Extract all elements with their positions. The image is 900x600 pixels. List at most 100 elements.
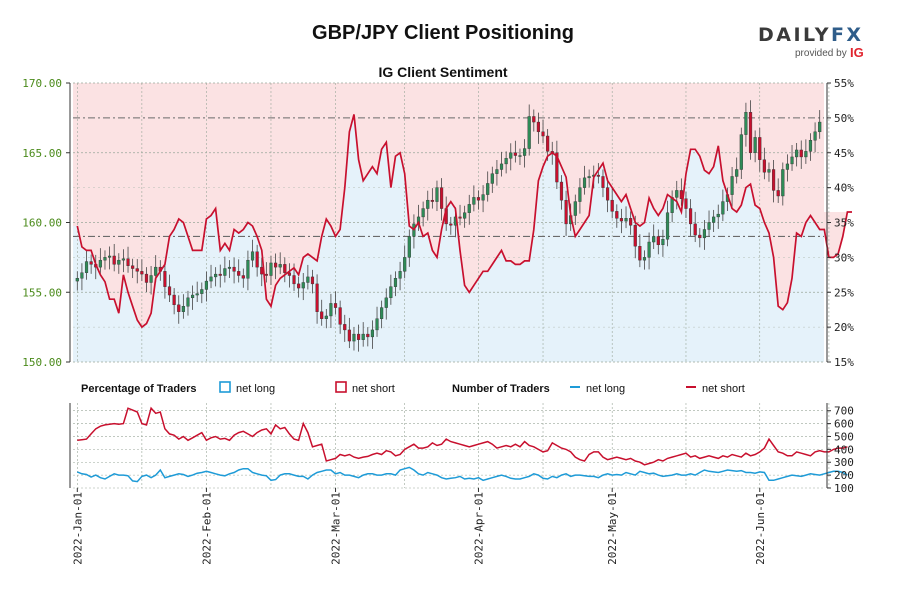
legend-pct-short-label: net short — [352, 383, 395, 395]
candle-body — [98, 259, 102, 268]
candle-body — [324, 315, 328, 319]
candle-body — [476, 197, 481, 201]
candle — [181, 294, 185, 319]
candle — [301, 272, 305, 301]
net-short-pct-line — [76, 114, 852, 329]
right-tick-label: 30% — [834, 251, 854, 264]
candle-body — [223, 268, 227, 276]
candle-body — [652, 236, 656, 243]
candle — [167, 274, 172, 303]
candle-body — [490, 173, 494, 184]
candle-body — [495, 169, 499, 174]
candle — [149, 266, 153, 295]
candle-body — [200, 289, 204, 294]
legend-percentage-heading: Percentage of Traders — [81, 383, 197, 395]
sub-right-tick-label: 700 — [834, 405, 854, 418]
candle — [702, 219, 706, 250]
candle — [269, 255, 273, 285]
candle-body — [499, 163, 504, 170]
candle-body — [633, 225, 637, 247]
candle-body — [204, 280, 209, 290]
candle — [407, 229, 411, 267]
candle — [352, 327, 356, 351]
candle-body — [186, 297, 190, 307]
candle — [324, 308, 328, 329]
candle — [652, 224, 656, 250]
candle — [610, 188, 614, 219]
candle — [370, 320, 374, 349]
candle — [398, 261, 402, 291]
left-tick-label: 165.00 — [22, 147, 62, 160]
net-short-zone — [73, 83, 852, 328]
candle-body — [190, 294, 195, 299]
right-tick-label: 35% — [834, 217, 854, 230]
candle — [767, 162, 771, 182]
candle — [739, 127, 743, 179]
candle — [698, 228, 702, 248]
candle — [75, 271, 79, 291]
candle-body — [287, 272, 291, 276]
chart-subtitle: IG Client Sentiment — [378, 64, 508, 80]
candle-body — [523, 148, 527, 156]
legend-pct-short-swatch — [335, 381, 347, 393]
candle-body — [712, 216, 716, 223]
candle-body — [306, 276, 310, 283]
candle-body — [624, 218, 628, 222]
candle — [361, 322, 365, 347]
candle — [287, 263, 291, 288]
candle — [813, 122, 817, 153]
candle-body — [642, 257, 647, 261]
candle — [297, 276, 301, 298]
candle-body — [795, 149, 799, 158]
brand-provided-by: provided by — [795, 48, 847, 59]
candle — [172, 288, 176, 315]
candle-body — [75, 278, 79, 282]
candle — [536, 112, 540, 144]
candle — [596, 163, 600, 184]
candle-body — [357, 333, 361, 340]
candle-body — [347, 329, 351, 342]
candle — [656, 229, 660, 255]
candle-body — [449, 223, 453, 226]
candle-body — [684, 198, 688, 209]
candle-body — [813, 131, 817, 141]
left-tick-label: 155.00 — [22, 286, 62, 299]
candle — [435, 180, 439, 212]
candle-body — [421, 208, 425, 218]
sub-grid — [73, 403, 830, 489]
candle — [541, 119, 545, 143]
candle — [527, 104, 531, 156]
candle — [689, 199, 693, 236]
candle-body — [246, 259, 250, 279]
candle — [223, 256, 227, 283]
candle-body — [117, 259, 121, 265]
legend-number-heading: Number of Traders — [452, 383, 550, 395]
candle — [638, 234, 642, 268]
candle — [523, 139, 527, 168]
candle — [532, 109, 536, 132]
candle — [748, 100, 753, 160]
candle — [730, 166, 734, 207]
candle-body — [329, 303, 333, 317]
candle — [255, 244, 259, 277]
candle — [393, 271, 398, 297]
candle — [513, 140, 517, 163]
main-axes: 150.00 155.00 160.00 165.00 170.00 15% 20% 25% 3… — [22, 77, 854, 369]
candle — [619, 208, 623, 234]
candle-body — [716, 213, 720, 218]
candle — [320, 299, 324, 326]
candle-body — [177, 304, 181, 312]
candle-body — [748, 112, 753, 153]
candle — [329, 293, 333, 328]
candle-body — [144, 273, 149, 283]
candle — [735, 157, 739, 184]
net-short-percentage-line — [76, 114, 852, 329]
candle-body — [698, 234, 702, 239]
main-grid — [73, 82, 830, 363]
x-axis-date-labels: 2022-Jan-01 2022-Feb-01 2022-Mar-01 2022-Ap… — [71, 488, 767, 565]
candle-body — [739, 134, 743, 170]
candle — [274, 253, 278, 280]
candle — [357, 324, 361, 352]
candle — [804, 139, 808, 164]
